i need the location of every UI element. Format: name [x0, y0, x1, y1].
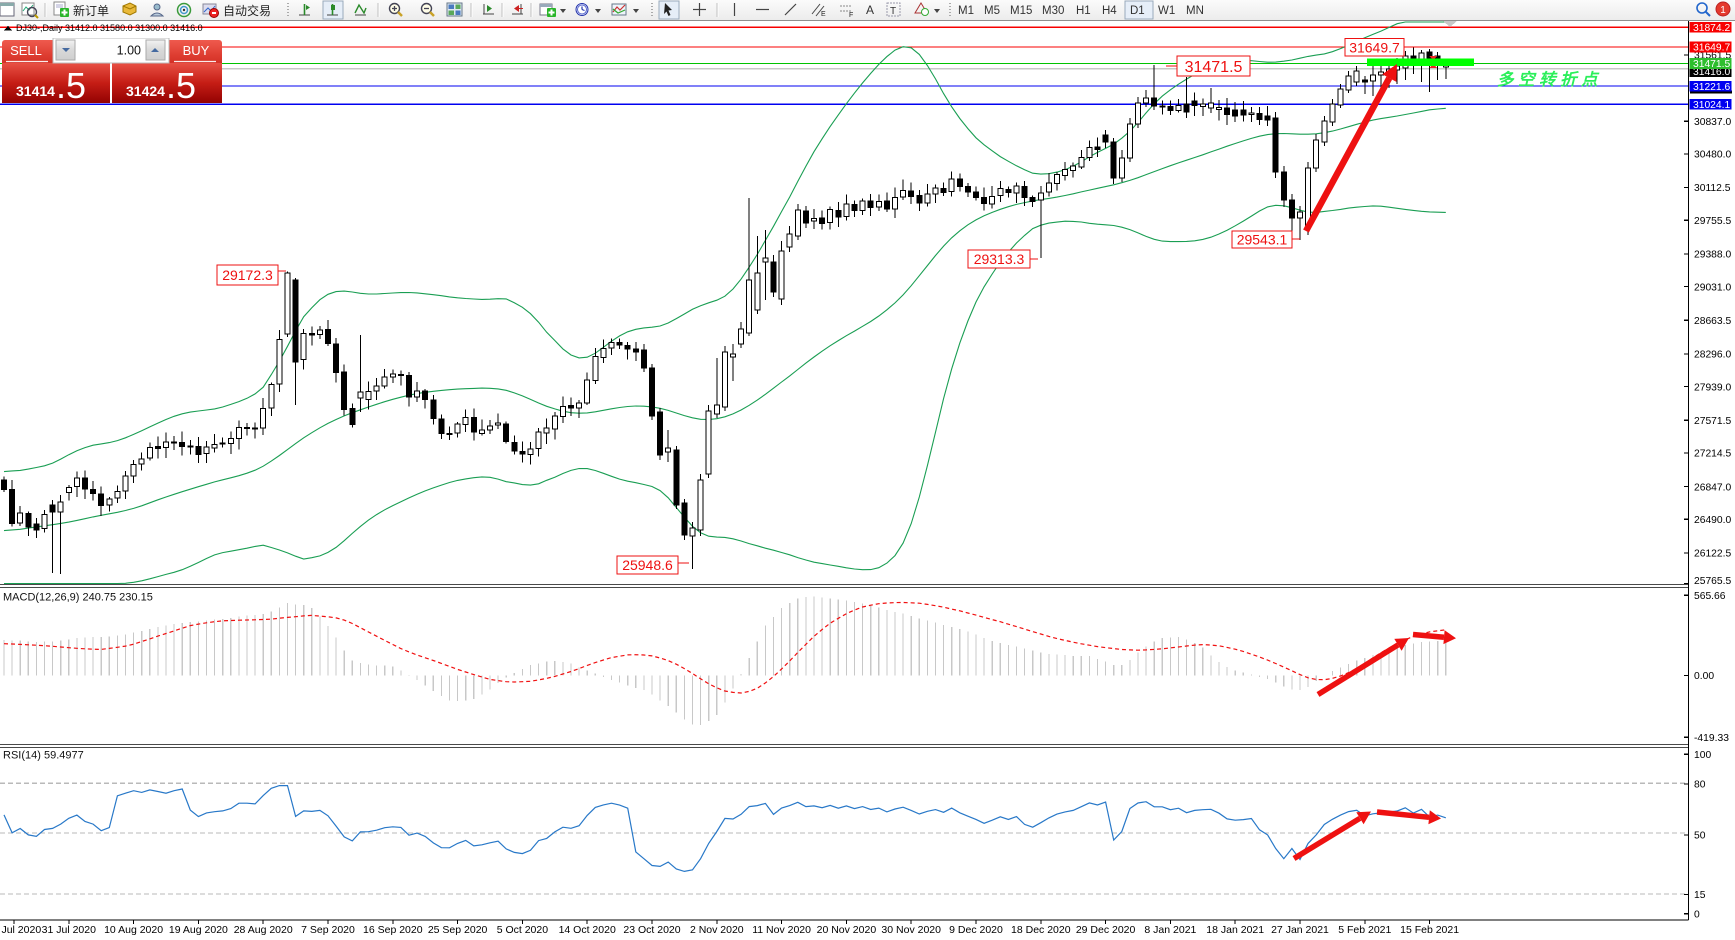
svg-text:30480.0: 30480.0 — [1694, 150, 1731, 161]
svg-text:29313.3: 29313.3 — [974, 251, 1025, 267]
svg-text:31874.2: 31874.2 — [1693, 23, 1730, 34]
svg-text:31471.5: 31471.5 — [1693, 59, 1730, 70]
svg-text:29755.5: 29755.5 — [1694, 216, 1731, 227]
svg-text:H1: H1 — [1076, 5, 1091, 17]
svg-text:31414: 31414 — [16, 83, 55, 99]
svg-text:28 Aug 2020: 28 Aug 2020 — [234, 924, 293, 936]
svg-text:31649.7: 31649.7 — [1349, 39, 1400, 55]
svg-text:5 Oct 2020: 5 Oct 2020 — [497, 924, 549, 936]
svg-text:W1: W1 — [1158, 5, 1175, 17]
svg-text:28663.5: 28663.5 — [1694, 316, 1731, 327]
svg-text:30 Nov 2020: 30 Nov 2020 — [881, 924, 941, 936]
svg-text:14 Oct 2020: 14 Oct 2020 — [559, 924, 616, 936]
svg-text:BUY: BUY — [183, 43, 210, 58]
svg-text:19 Aug 2020: 19 Aug 2020 — [169, 924, 228, 936]
svg-text:2 Nov 2020: 2 Nov 2020 — [690, 924, 744, 936]
svg-text:F: F — [849, 12, 853, 19]
svg-text:18 Jan 2021: 18 Jan 2021 — [1206, 924, 1264, 936]
svg-text:31 Jul 2020: 31 Jul 2020 — [42, 924, 96, 936]
svg-text:27939.0: 27939.0 — [1694, 382, 1731, 393]
svg-text:29 Dec 2020: 29 Dec 2020 — [1076, 924, 1136, 936]
svg-text:7 Sep 2020: 7 Sep 2020 — [301, 924, 355, 936]
svg-text:30837.0: 30837.0 — [1694, 117, 1731, 128]
svg-text:31416.0: 31416.0 — [1693, 67, 1730, 78]
svg-text:25 Sep 2020: 25 Sep 2020 — [428, 924, 488, 936]
svg-text:27214.5: 27214.5 — [1694, 449, 1731, 460]
svg-text:29031.0: 29031.0 — [1694, 282, 1731, 293]
svg-text:0: 0 — [1694, 910, 1700, 921]
svg-text:T: T — [890, 6, 896, 17]
svg-text:31649.7: 31649.7 — [1693, 43, 1730, 54]
svg-text:5 Feb 2021: 5 Feb 2021 — [1338, 924, 1391, 936]
svg-text:8 Jan 2021: 8 Jan 2021 — [1144, 924, 1196, 936]
svg-text:100: 100 — [1694, 750, 1711, 761]
svg-text:25948.6: 25948.6 — [622, 557, 673, 573]
svg-text:DJ30-,Daily 31412.0 31580.0 3: DJ30-,Daily 31412.0 31580.0 31300.0 3141… — [16, 23, 203, 33]
svg-text:31024.1: 31024.1 — [1693, 100, 1730, 111]
svg-text:29543.1: 29543.1 — [1237, 232, 1288, 248]
svg-text:新订单: 新订单 — [73, 3, 109, 18]
svg-text:M1: M1 — [958, 5, 974, 17]
svg-text:29388.0: 29388.0 — [1694, 250, 1731, 261]
svg-text:SELL: SELL — [10, 43, 42, 58]
svg-text:.5: .5 — [56, 65, 86, 106]
svg-text:A: A — [866, 3, 874, 17]
svg-text:E: E — [821, 11, 826, 18]
svg-text:自动交易: 自动交易 — [223, 3, 271, 18]
svg-text:H4: H4 — [1102, 5, 1117, 17]
svg-text:28296.0: 28296.0 — [1694, 350, 1731, 361]
svg-text:多空转折点: 多空转折点 — [1497, 70, 1602, 89]
svg-text:31424: 31424 — [126, 83, 165, 99]
svg-text:11 Nov 2020: 11 Nov 2020 — [752, 924, 811, 936]
svg-text:80: 80 — [1694, 780, 1706, 791]
svg-text:23 Oct 2020: 23 Oct 2020 — [623, 924, 680, 936]
svg-text:27 Jan 2021: 27 Jan 2021 — [1271, 924, 1329, 936]
svg-text:31221.6: 31221.6 — [1693, 82, 1730, 93]
svg-text:27571.5: 27571.5 — [1694, 416, 1731, 427]
svg-text:18 Dec 2020: 18 Dec 2020 — [1011, 924, 1071, 936]
svg-text:26490.0: 26490.0 — [1694, 515, 1731, 526]
svg-text:25765.5: 25765.5 — [1694, 576, 1731, 587]
svg-text:1: 1 — [1720, 5, 1726, 16]
svg-text:9 Dec 2020: 9 Dec 2020 — [949, 924, 1003, 936]
svg-text:15 Feb 2021: 15 Feb 2021 — [1400, 924, 1459, 936]
svg-text:16 Sep 2020: 16 Sep 2020 — [363, 924, 423, 936]
svg-text:D1: D1 — [1130, 5, 1145, 17]
svg-text:26122.5: 26122.5 — [1694, 549, 1731, 560]
svg-text:M5: M5 — [984, 5, 1000, 17]
svg-text:29172.3: 29172.3 — [222, 267, 273, 283]
svg-text:1.00: 1.00 — [117, 44, 141, 58]
svg-text:MACD(12,26,9) 240.75 230.15: MACD(12,26,9) 240.75 230.15 — [3, 592, 153, 604]
svg-text:30112.5: 30112.5 — [1694, 183, 1731, 194]
svg-text:.5: .5 — [166, 65, 196, 106]
svg-text:31471.5: 31471.5 — [1185, 59, 1243, 76]
svg-text:10 Aug 2020: 10 Aug 2020 — [104, 924, 163, 936]
svg-text:31561.5: 31561.5 — [1694, 51, 1731, 62]
svg-text:15: 15 — [1694, 890, 1706, 901]
svg-text:MN: MN — [1186, 5, 1204, 17]
svg-text:RSI(14) 59.4977: RSI(14) 59.4977 — [3, 750, 84, 762]
svg-text:22 Jul 2020: 22 Jul 2020 — [0, 924, 41, 936]
svg-text:20 Nov 2020: 20 Nov 2020 — [817, 924, 877, 936]
svg-text:M15: M15 — [1010, 5, 1032, 17]
svg-text:0.00: 0.00 — [1694, 671, 1714, 682]
svg-text:50: 50 — [1694, 831, 1706, 842]
svg-text:26847.0: 26847.0 — [1694, 482, 1731, 493]
svg-text:565.66: 565.66 — [1694, 591, 1726, 602]
svg-text:-419.33: -419.33 — [1694, 733, 1729, 744]
svg-text:M30: M30 — [1042, 5, 1064, 17]
